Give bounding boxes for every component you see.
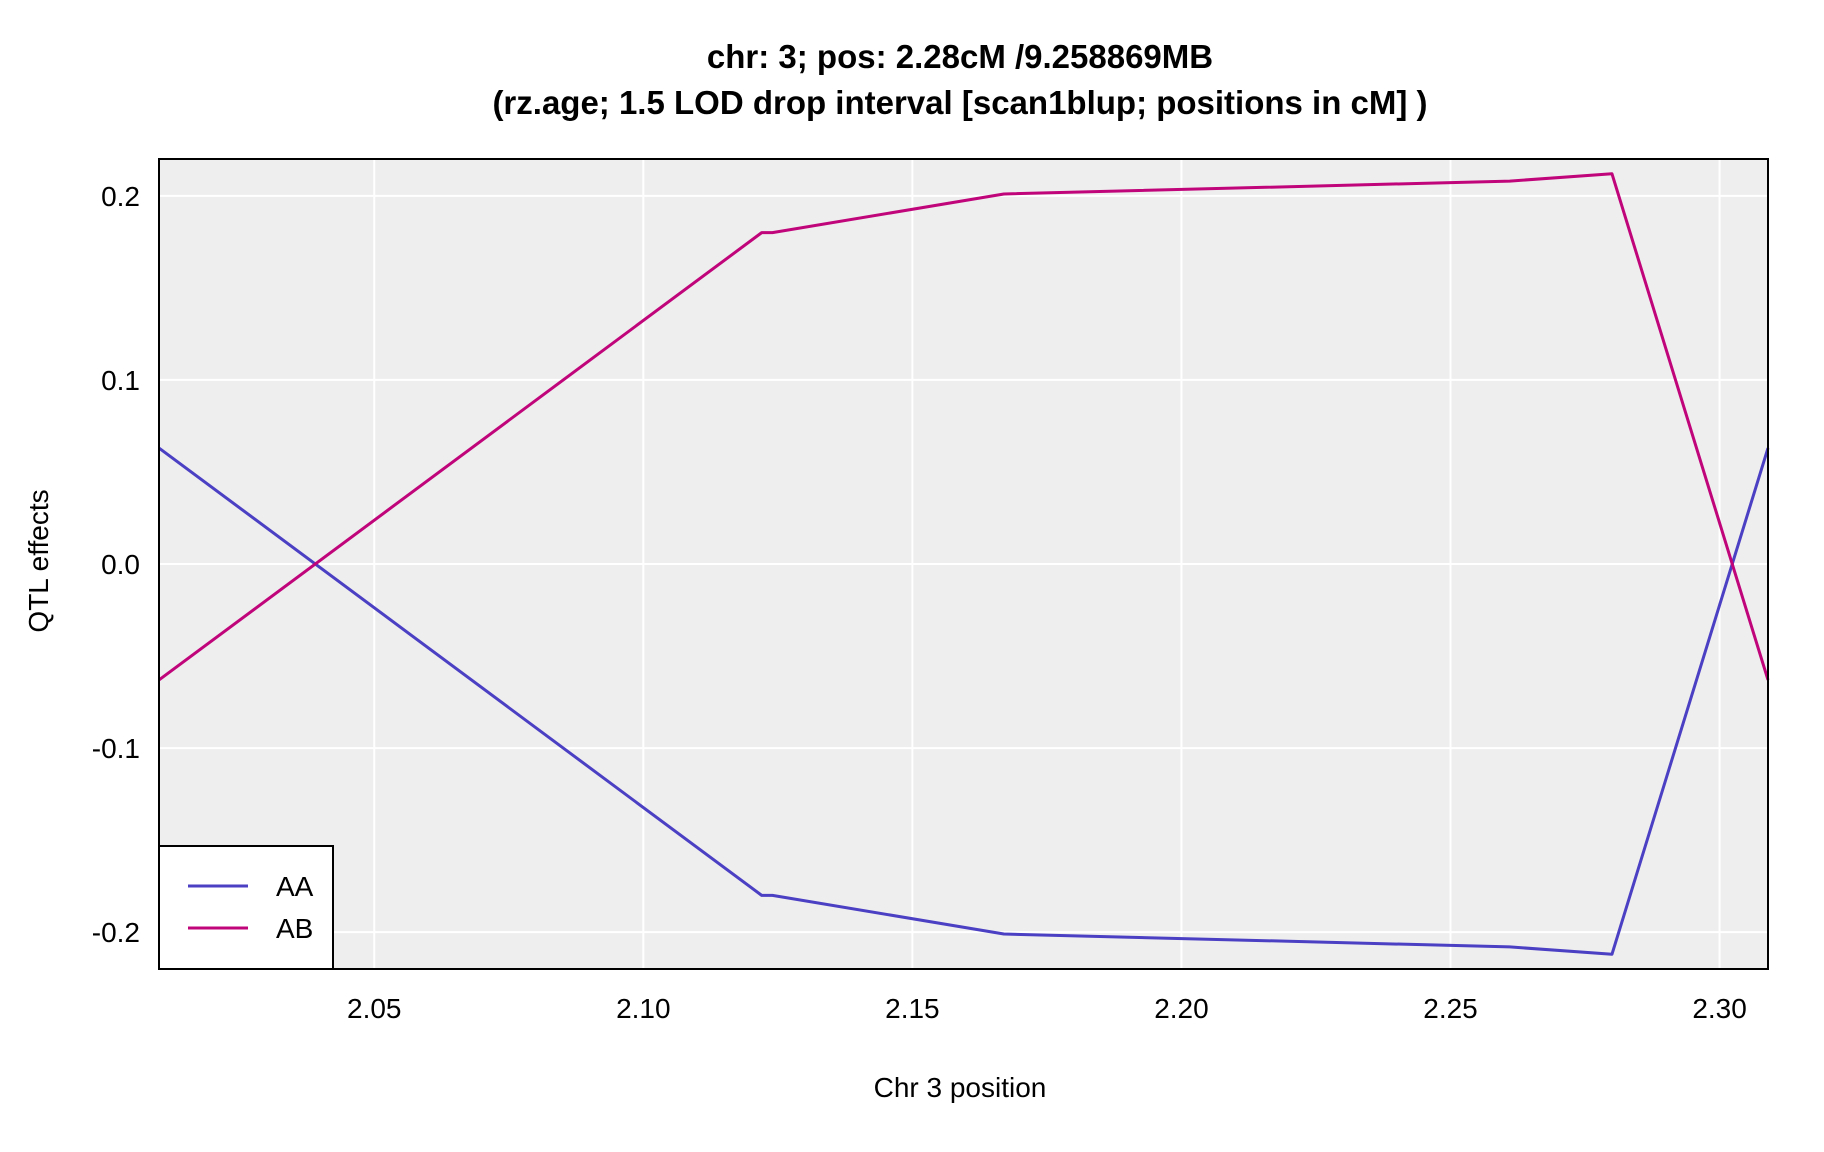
x-tick-label: 2.20 [1154, 993, 1209, 1024]
chart-title: chr: 3; pos: 2.28cM /9.258869MB [707, 38, 1213, 75]
series-line-ab [158, 172, 1770, 682]
x-axis-ticks: 2.05 2.10 2.15 2.20 2.25 2.30 [347, 993, 1747, 1024]
legend-label-aa: AA [276, 871, 314, 902]
x-tick-label: 2.05 [347, 993, 402, 1024]
y-tick-label: -0.2 [92, 917, 140, 948]
series-line-aa [158, 446, 1770, 956]
x-tick-label: 2.15 [885, 993, 940, 1024]
y-tick-label: 0.2 [101, 181, 140, 212]
chart-subtitle: (rz.age; 1.5 LOD drop interval [scan1blu… [492, 84, 1427, 121]
x-tick-label: 2.30 [1692, 993, 1747, 1024]
y-axis-label: QTL effects [23, 489, 54, 632]
legend-box [158, 845, 334, 970]
grid-lines [159, 159, 1768, 969]
x-tick-label: 2.10 [616, 993, 671, 1024]
y-axis-ticks: -0.2 -0.1 0.0 0.1 0.2 [92, 181, 140, 948]
series-lines [158, 172, 1770, 956]
y-tick-label: 0.1 [101, 365, 140, 396]
y-tick-label: -0.1 [92, 733, 140, 764]
y-tick-label: 0.0 [101, 549, 140, 580]
plot-frame [158, 158, 1769, 970]
x-tick-label: 2.25 [1423, 993, 1478, 1024]
legend-label-ab: AB [276, 913, 313, 944]
legend: AA AB [158, 845, 334, 970]
x-axis-label: Chr 3 position [874, 1072, 1047, 1103]
